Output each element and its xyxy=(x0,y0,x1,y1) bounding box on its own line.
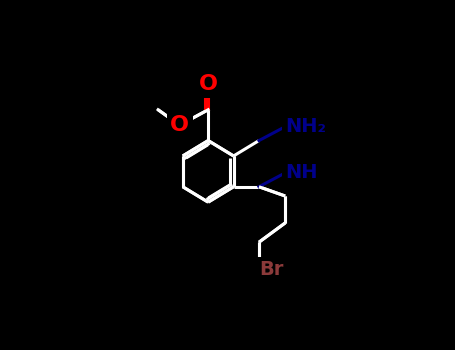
Text: O: O xyxy=(199,74,217,95)
Text: NH₂: NH₂ xyxy=(285,117,326,136)
Text: O: O xyxy=(170,115,189,135)
Text: NH: NH xyxy=(285,163,318,182)
Text: Br: Br xyxy=(259,260,283,279)
